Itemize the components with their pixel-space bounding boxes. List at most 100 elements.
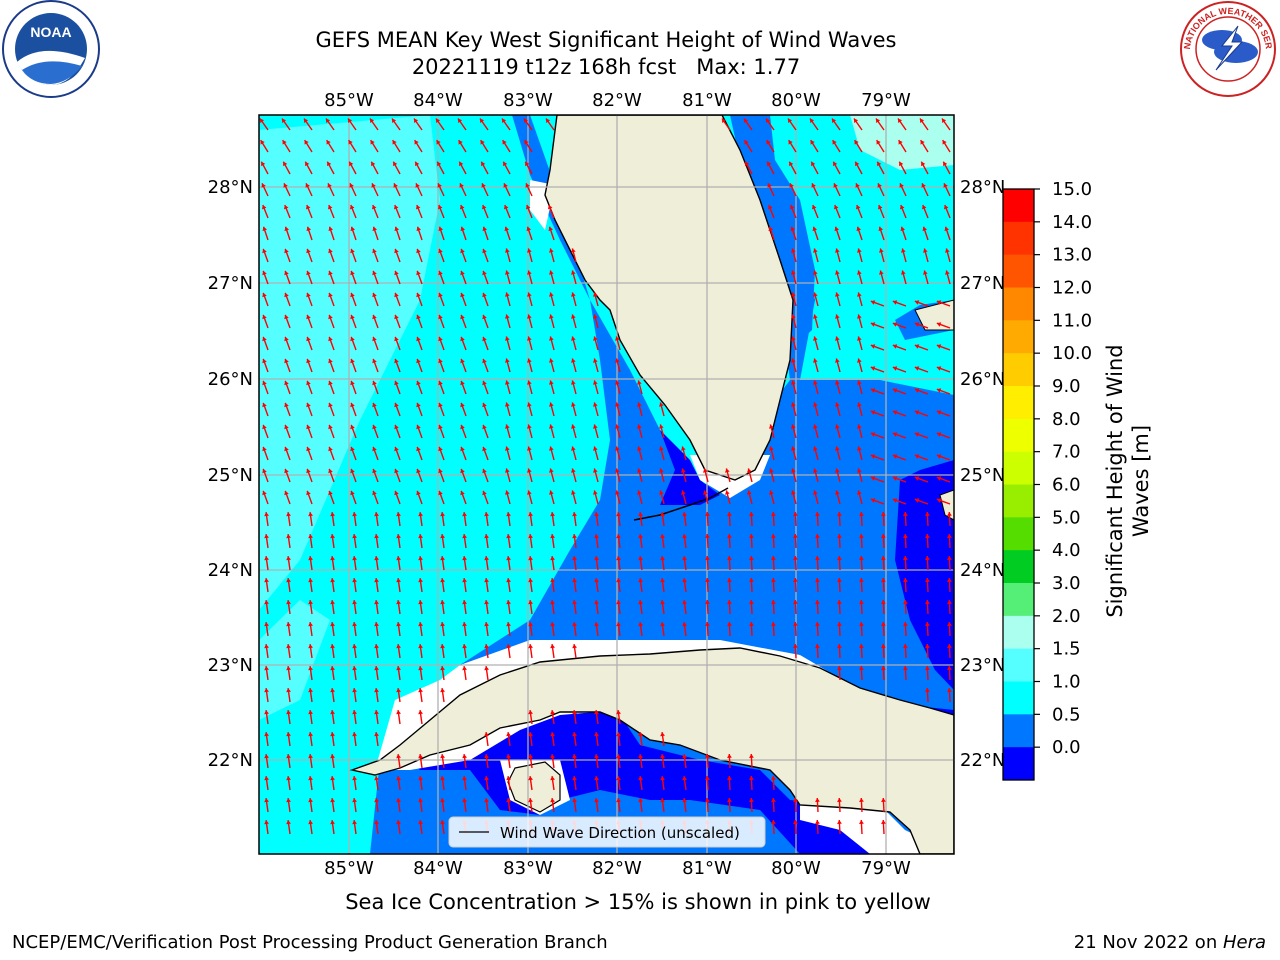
wave-direction-arrow [892,388,907,395]
colorbar-tick-label: 1.5 [1052,639,1081,660]
wave-direction-arrow [262,336,269,351]
wave-direction-arrow [264,600,269,615]
wave-direction-arrow [262,248,269,263]
wave-direction-arrow [527,270,533,285]
wave-direction-arrow [936,366,951,373]
noaa-logo-text: NOAA [30,24,71,40]
wave-direction-arrow [747,468,753,483]
wave-direction-arrow [766,161,775,175]
wave-direction-arrow [877,183,885,197]
wave-direction-arrow [616,578,621,593]
wave-direction-arrow [593,490,599,505]
wave-direction-arrow [815,511,820,527]
colorbar-segment [1003,517,1034,551]
wave-direction-arrow [440,556,445,571]
noaa-logo: NOAA [2,0,100,98]
wave-direction-arrow [284,446,291,461]
wave-direction-arrow [749,511,754,527]
wave-direction-arrow [460,314,467,329]
wave-direction-arrow [638,578,643,593]
wave-direction-arrow [936,454,951,461]
wave-direction-arrow [306,248,313,263]
wave-direction-arrow [903,665,908,681]
wave-direction-arrow [352,666,357,681]
gridlines [259,115,954,854]
wave-direction-arrow [308,556,313,571]
wave-direction-arrow [440,512,445,527]
wave-direction-arrow [766,139,775,153]
wave-direction-arrow [328,248,335,263]
wave-direction-arrow [791,270,797,285]
wave-direction-arrow [903,599,908,615]
wave-direction-arrow [815,555,820,571]
wave-direction-arrow [947,687,952,703]
wave-direction-arrow [374,820,379,835]
map-legend: Wind Wave Direction (unscaled) [448,816,766,848]
wave-direction-arrow [394,226,401,241]
wave-direction-arrow [460,490,467,505]
wave-direction-arrow [438,226,445,241]
wave-direction-arrow [396,754,401,769]
colorbar-segment [1003,189,1034,223]
wave-direction-arrow [350,358,357,373]
wave-direction-arrow [659,446,665,461]
wave-direction-arrow [305,183,313,197]
colorbar-segment [1003,386,1034,420]
wave-direction-arrow [638,534,643,549]
wave-direction-arrow [944,226,951,241]
wave-direction-arrow [416,402,423,417]
wave-direction-arrow [330,622,335,637]
wave-direction-arrow [484,578,489,593]
wave-direction-arrow [394,336,401,351]
wave-direction-arrow [947,621,952,637]
wave-direction-arrow [682,534,687,549]
wave-direction-arrow [881,533,886,549]
wave-direction-arrow [615,402,621,417]
wave-direction-arrow [330,644,335,659]
wave-direction-arrow [438,270,445,285]
wave-direction-arrow [286,710,291,725]
wave-direction-arrow [503,204,511,219]
wave-direction-arrow [881,665,886,681]
wave-direction-arrow [372,358,379,373]
wave-direction-arrow [936,432,951,439]
lon-label-bottom: 82°W [592,858,642,879]
colorbar-tick-label: 9.0 [1052,376,1081,397]
colorbar-segment [1003,648,1034,682]
wave-direction-arrow [682,512,687,527]
wave-direction-arrow [416,380,423,395]
wave-direction-arrow [914,300,929,307]
wave-direction-arrow [306,226,313,241]
wave-direction-arrow [832,139,841,153]
wave-direction-arrow [594,776,599,791]
wave-direction-arrow [502,139,511,153]
wave-direction-arrow [484,666,489,681]
wave-direction-arrow [572,798,577,813]
wave-direction-arrow [813,468,819,483]
wave-direction-arrow [306,402,313,417]
wave-direction-arrow [660,776,665,791]
wave-direction-arrow [616,512,621,527]
wave-direction-arrow [914,476,929,483]
lon-label-bottom: 83°W [503,858,553,879]
wave-direction-arrow [393,204,401,219]
wave-direction-arrow [372,380,379,395]
wave-direction-arrow [616,798,621,813]
wave-direction-arrow [505,402,511,417]
lat-label-left: 28°N [208,177,253,198]
wave-direction-arrow [394,424,401,439]
wave-direction-arrow [681,468,687,483]
lon-label-top: 82°W [592,90,642,111]
wave-direction-arrow [660,512,665,527]
wave-direction-arrow [306,490,313,505]
wave-direction-arrow [284,380,291,395]
wave-direction-arrow [727,511,732,527]
lon-label-top: 84°W [413,90,463,111]
wave-direction-arrow [418,534,423,549]
wave-direction-arrow [308,534,313,549]
credit-right: 21 Nov 2022 on Hera [1074,932,1266,953]
wave-direction-arrow [727,621,732,637]
wave-direction-arrow [308,820,313,835]
wave-direction-arrow [550,732,555,747]
wave-direction-arrow [727,797,732,813]
